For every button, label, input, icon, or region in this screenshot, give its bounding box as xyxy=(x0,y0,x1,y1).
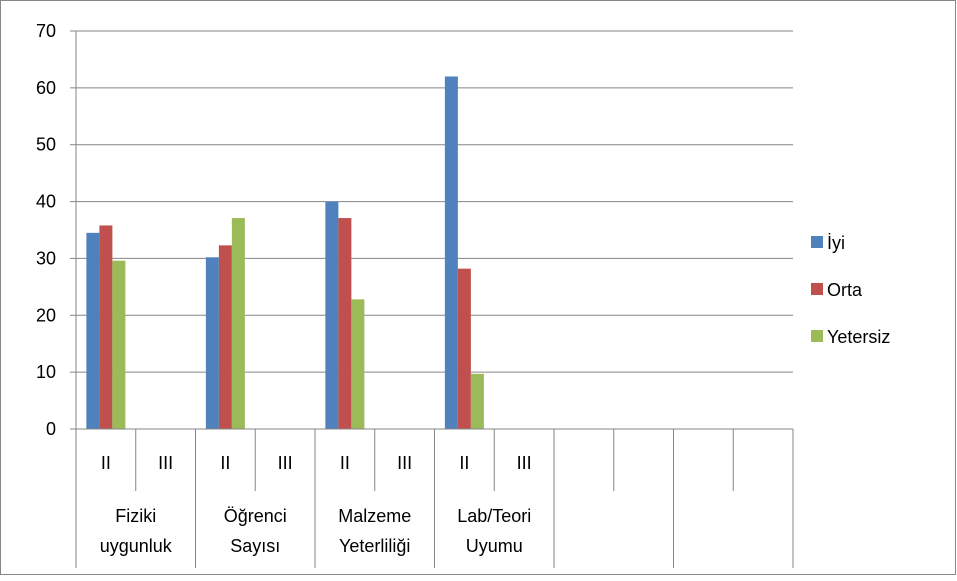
legend-swatch-İyi xyxy=(811,236,823,248)
x-category-label: III xyxy=(397,453,412,473)
y-tick-label: 40 xyxy=(36,192,56,212)
legend-label: Yetersiz xyxy=(827,327,890,347)
bar-Orta-II xyxy=(99,225,113,429)
bar-Yetersiz-II xyxy=(231,218,245,429)
x-group-label: Malzeme xyxy=(338,506,411,526)
bar-Orta-II xyxy=(338,218,352,429)
bar-İyi-II xyxy=(444,76,458,429)
y-tick-label: 20 xyxy=(36,305,56,325)
x-group-label: Öğrenci xyxy=(224,506,287,526)
legend-swatch-Orta xyxy=(811,283,823,295)
x-group-label: uygunluk xyxy=(100,536,173,556)
legend: İyi Orta Yetersiz xyxy=(811,233,890,347)
y-tick-label: 70 xyxy=(36,21,56,41)
x-category-label: II xyxy=(340,453,350,473)
bar-Orta-II xyxy=(218,245,232,429)
legend-swatch-Yetersiz xyxy=(811,330,823,342)
x-category-label: II xyxy=(101,453,111,473)
y-axis-tick-labels: 0 10 20 30 40 50 60 70 xyxy=(36,21,56,439)
bar-Orta-II xyxy=(457,268,471,429)
x-category-label: III xyxy=(517,453,532,473)
legend-label: Orta xyxy=(827,280,863,300)
y-tick-label: 10 xyxy=(36,362,56,382)
x-axis-table xyxy=(75,31,794,568)
y-tick-label: 30 xyxy=(36,248,56,268)
x-category-label: III xyxy=(278,453,293,473)
bar-Yetersiz-II xyxy=(351,299,365,429)
x-group-label: Yeterliliği xyxy=(339,536,410,556)
bar-Yetersiz-II xyxy=(112,260,126,429)
x-category-label: II xyxy=(220,453,230,473)
bar-İyi-II xyxy=(86,232,100,429)
x-category-label: III xyxy=(158,453,173,473)
bar-Yetersiz-II xyxy=(470,373,484,429)
legend-label: İyi xyxy=(827,233,845,253)
y-tick-label: 50 xyxy=(36,135,56,155)
gridlines xyxy=(70,30,793,430)
y-tick-label: 0 xyxy=(46,419,56,439)
x-category-label: II xyxy=(459,453,469,473)
bar-İyi-II xyxy=(325,201,339,429)
x-group-label: Fiziki xyxy=(115,506,156,526)
bars xyxy=(86,76,484,429)
x-group-label: Lab/Teori xyxy=(457,506,531,526)
bar-İyi-II xyxy=(205,257,219,429)
x-group-label: Sayısı xyxy=(230,536,280,556)
x-axis-labels: II III II III II III II IIIFizikiuygunlukÖğrenc… xyxy=(100,453,532,556)
x-group-label: Uyumu xyxy=(466,536,523,556)
y-tick-label: 60 xyxy=(36,78,56,98)
